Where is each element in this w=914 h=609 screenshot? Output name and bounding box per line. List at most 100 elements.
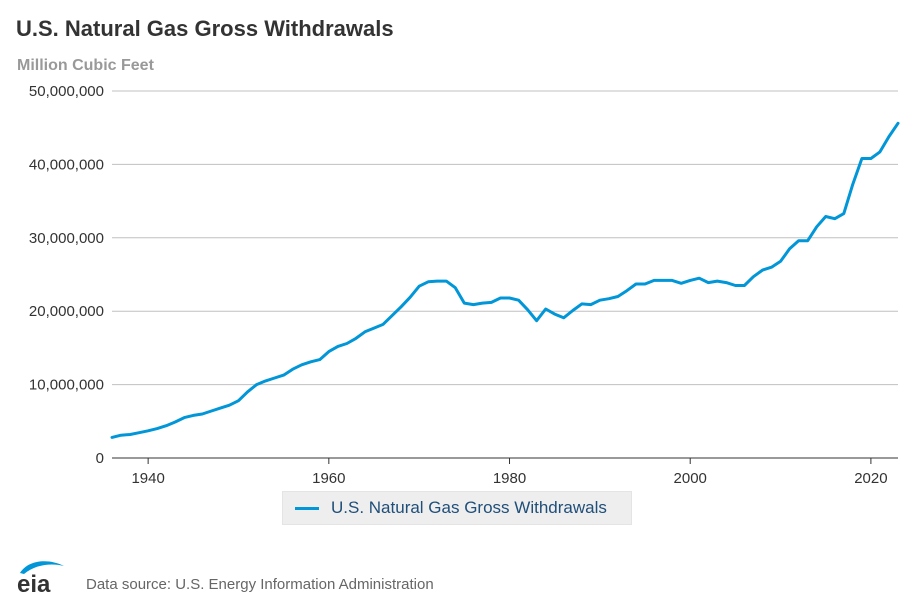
data-point[interactable] bbox=[173, 420, 178, 425]
data-point[interactable] bbox=[823, 214, 828, 219]
data-point[interactable] bbox=[543, 307, 548, 312]
data-point[interactable] bbox=[164, 423, 169, 428]
data-point[interactable] bbox=[128, 432, 133, 437]
data-point[interactable] bbox=[227, 403, 232, 408]
data-point[interactable] bbox=[344, 341, 349, 346]
data-point[interactable] bbox=[453, 285, 458, 290]
data-point[interactable] bbox=[625, 288, 630, 293]
data-point[interactable] bbox=[606, 296, 611, 301]
data-point[interactable] bbox=[697, 276, 702, 281]
data-point[interactable] bbox=[236, 398, 241, 403]
data-point[interactable] bbox=[417, 284, 422, 289]
chart-legend[interactable]: U.S. Natural Gas Gross Withdrawals bbox=[282, 491, 632, 525]
x-tick-label: 1960 bbox=[312, 470, 345, 487]
data-point[interactable] bbox=[146, 428, 151, 433]
data-point[interactable] bbox=[688, 278, 693, 283]
data-point[interactable] bbox=[525, 307, 530, 312]
data-point[interactable] bbox=[597, 298, 602, 303]
data-point[interactable] bbox=[353, 336, 358, 341]
data-point[interactable] bbox=[137, 430, 142, 435]
data-point[interactable] bbox=[326, 349, 331, 354]
legend-label: U.S. Natural Gas Gross Withdrawals bbox=[331, 498, 607, 517]
data-point[interactable] bbox=[570, 308, 575, 313]
data-point[interactable] bbox=[634, 282, 639, 287]
data-point[interactable] bbox=[887, 134, 892, 139]
data-point[interactable] bbox=[254, 382, 259, 387]
data-point[interactable] bbox=[390, 313, 395, 318]
data-point[interactable] bbox=[155, 426, 160, 431]
data-point[interactable] bbox=[498, 296, 503, 301]
data-point[interactable] bbox=[561, 315, 566, 320]
data-point[interactable] bbox=[426, 279, 431, 284]
data-point[interactable] bbox=[408, 295, 413, 300]
data-point[interactable] bbox=[652, 278, 657, 283]
data-point[interactable] bbox=[363, 329, 368, 334]
data-point[interactable] bbox=[435, 279, 440, 284]
data-point[interactable] bbox=[769, 265, 774, 270]
y-tick-label: 10,000,000 bbox=[29, 377, 104, 394]
data-point[interactable] bbox=[841, 211, 846, 216]
data-point[interactable] bbox=[317, 357, 322, 362]
data-point[interactable] bbox=[471, 302, 476, 307]
data-point[interactable] bbox=[534, 318, 539, 323]
data-point[interactable] bbox=[281, 373, 286, 378]
data-point[interactable] bbox=[579, 301, 584, 306]
data-point[interactable] bbox=[850, 182, 855, 187]
data-point[interactable] bbox=[335, 344, 340, 349]
data-point[interactable] bbox=[399, 304, 404, 309]
data-point[interactable] bbox=[119, 433, 124, 438]
data-point[interactable] bbox=[182, 415, 187, 420]
data-point[interactable] bbox=[191, 413, 196, 418]
data-point[interactable] bbox=[272, 376, 277, 381]
data-point[interactable] bbox=[209, 409, 214, 414]
data-point[interactable] bbox=[832, 216, 837, 221]
y-tick-label: 30,000,000 bbox=[29, 230, 104, 247]
data-point[interactable] bbox=[724, 280, 729, 285]
data-point[interactable] bbox=[381, 322, 386, 327]
legend-swatch bbox=[295, 506, 319, 510]
data-point[interactable] bbox=[787, 246, 792, 251]
data-point[interactable] bbox=[200, 412, 205, 417]
data-point[interactable] bbox=[877, 149, 882, 154]
data-point[interactable] bbox=[859, 156, 864, 161]
data-point[interactable] bbox=[218, 406, 223, 411]
series-line-0[interactable] bbox=[110, 121, 900, 439]
data-point[interactable] bbox=[290, 367, 295, 372]
data-point[interactable] bbox=[896, 121, 901, 126]
x-tick-label: 1940 bbox=[131, 470, 164, 487]
data-point[interactable] bbox=[299, 362, 304, 367]
data-point[interactable] bbox=[742, 283, 747, 288]
data-point[interactable] bbox=[480, 301, 485, 306]
data-point[interactable] bbox=[372, 326, 377, 331]
data-point[interactable] bbox=[733, 283, 738, 288]
data-point[interactable] bbox=[643, 282, 648, 287]
data-point[interactable] bbox=[444, 279, 449, 284]
data-point[interactable] bbox=[796, 238, 801, 243]
data-point[interactable] bbox=[814, 224, 819, 229]
data-point[interactable] bbox=[110, 435, 115, 440]
data-point[interactable] bbox=[462, 301, 467, 306]
eia-logo[interactable]: eia bbox=[14, 556, 74, 596]
data-point[interactable] bbox=[615, 294, 620, 299]
data-point[interactable] bbox=[263, 378, 268, 383]
data-point[interactable] bbox=[507, 296, 512, 301]
data-point[interactable] bbox=[868, 156, 873, 161]
data-point[interactable] bbox=[778, 259, 783, 264]
eia-logo-text: eia bbox=[17, 571, 51, 596]
data-point[interactable] bbox=[588, 302, 593, 307]
data-point[interactable] bbox=[661, 278, 666, 283]
data-point[interactable] bbox=[715, 279, 720, 284]
data-point[interactable] bbox=[670, 278, 675, 283]
data-point[interactable] bbox=[245, 389, 250, 394]
data-point[interactable] bbox=[805, 238, 810, 243]
data-point[interactable] bbox=[308, 359, 313, 364]
data-point[interactable] bbox=[760, 268, 765, 273]
data-point[interactable] bbox=[706, 280, 711, 285]
data-point[interactable] bbox=[552, 312, 557, 317]
chart-title: U.S. Natural Gas Gross Withdrawals bbox=[16, 16, 394, 41]
data-point[interactable] bbox=[679, 281, 684, 286]
data-point[interactable] bbox=[489, 300, 494, 305]
data-point[interactable] bbox=[516, 298, 521, 303]
data-point[interactable] bbox=[751, 274, 756, 279]
